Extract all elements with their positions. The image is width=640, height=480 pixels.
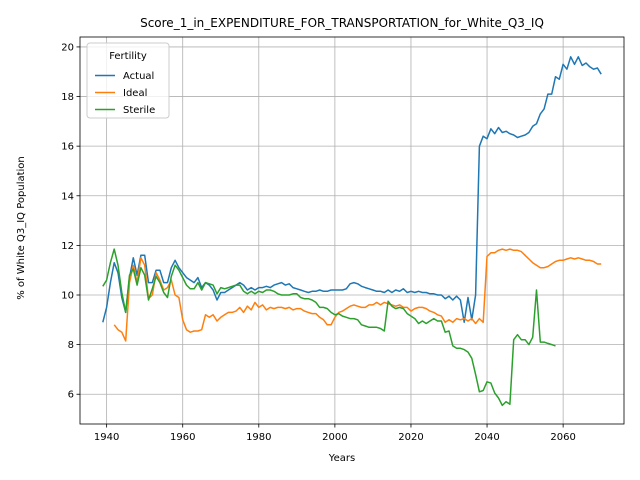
y-tick-label: 16 <box>61 142 74 153</box>
chart-title: Score_1_in_EXPENDITURE_FOR_TRANSPORTATIO… <box>140 16 544 30</box>
x-tick-label: 1980 <box>246 432 271 443</box>
legend-label-ideal: Ideal <box>123 88 147 99</box>
plot-area <box>79 36 625 425</box>
y-axis-label: % of White Q3_IQ Population <box>16 156 27 300</box>
x-tick-label: 1940 <box>94 432 119 443</box>
series-line-sterile <box>102 248 556 407</box>
y-tick-label: 10 <box>61 291 74 302</box>
x-tick-label: 2020 <box>398 432 423 443</box>
series-line-ideal <box>113 248 602 342</box>
y-tick-label: 18 <box>61 92 74 103</box>
legend-label-actual: Actual <box>123 71 154 82</box>
legend-label-sterile: Sterile <box>123 105 155 116</box>
y-tick-label: 8 <box>68 340 74 351</box>
x-tick-label: 2000 <box>322 432 347 443</box>
legend: Fertility Actual Ideal Sterile <box>86 42 170 119</box>
y-tick-label: 6 <box>68 390 74 401</box>
y-tick-label: 12 <box>61 241 74 252</box>
x-tick-label: 1960 <box>170 432 195 443</box>
y-tick-label: 14 <box>61 191 74 202</box>
x-axis-label: Years <box>328 453 355 464</box>
legend-title: Fertility <box>109 51 147 62</box>
series-line-actual <box>102 56 602 324</box>
y-tick-label: 20 <box>61 42 74 53</box>
axis-ticks: 1940 1960 1980 2000 2020 2040 2060 6 8 10 12 14 16 18… <box>61 42 576 443</box>
x-tick-label: 2040 <box>474 432 499 443</box>
x-tick-label: 2060 <box>550 432 575 443</box>
grid <box>80 37 624 424</box>
series-lines <box>102 56 602 407</box>
legend-box <box>86 42 170 119</box>
